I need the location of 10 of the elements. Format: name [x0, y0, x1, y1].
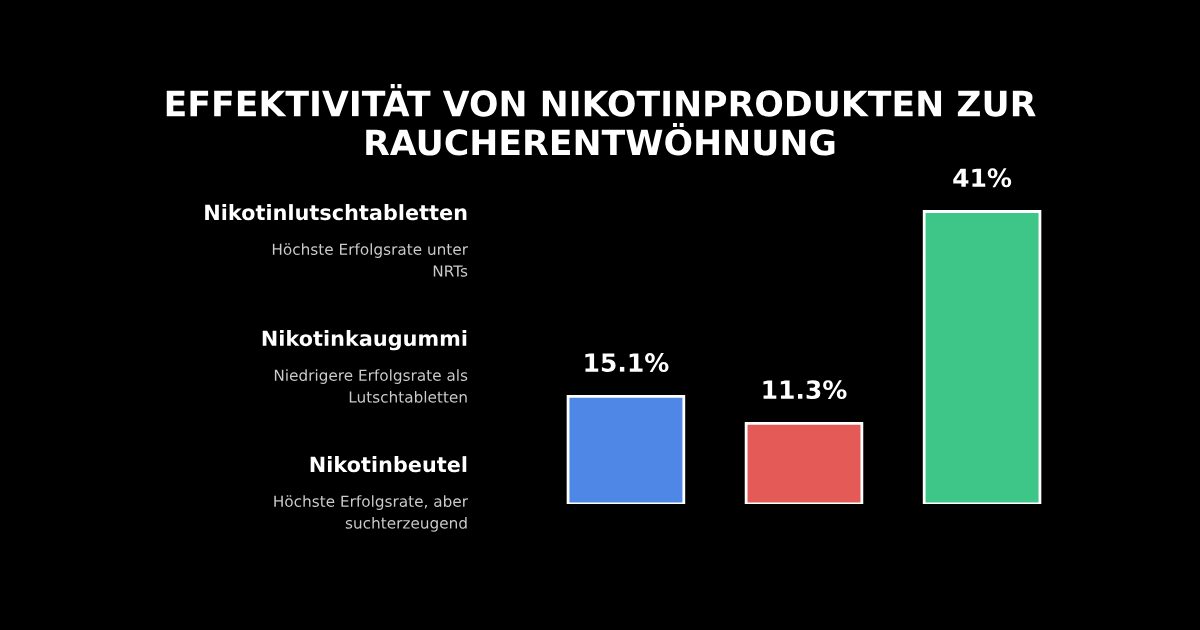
- text: Nikotinbeutel: [310, 456, 467, 473]
- text: Nikotinkaugummi: [262, 330, 467, 351]
- text: Höchste Erfolgsrate unter NRTs: [272, 243, 468, 277]
- text: Höchste Erfolgsrate, aber suchterzeugend: [274, 495, 468, 532]
- chart-title: EFFEKTIVITÄT VON NIKOTINPRODUKTEN ZUR RAUCHERENTWÖHNUNG: [166, 84, 1036, 156]
- data-label: 41%: [953, 168, 1012, 188]
- data-label: 15.1%: [585, 353, 669, 372]
- text: Nikotinlutschtabletten: [205, 204, 467, 221]
- text: Niedrigere Erfolgsrate als Lutschtabletten: [274, 369, 468, 403]
- data-label: 11.3%: [763, 380, 847, 400]
